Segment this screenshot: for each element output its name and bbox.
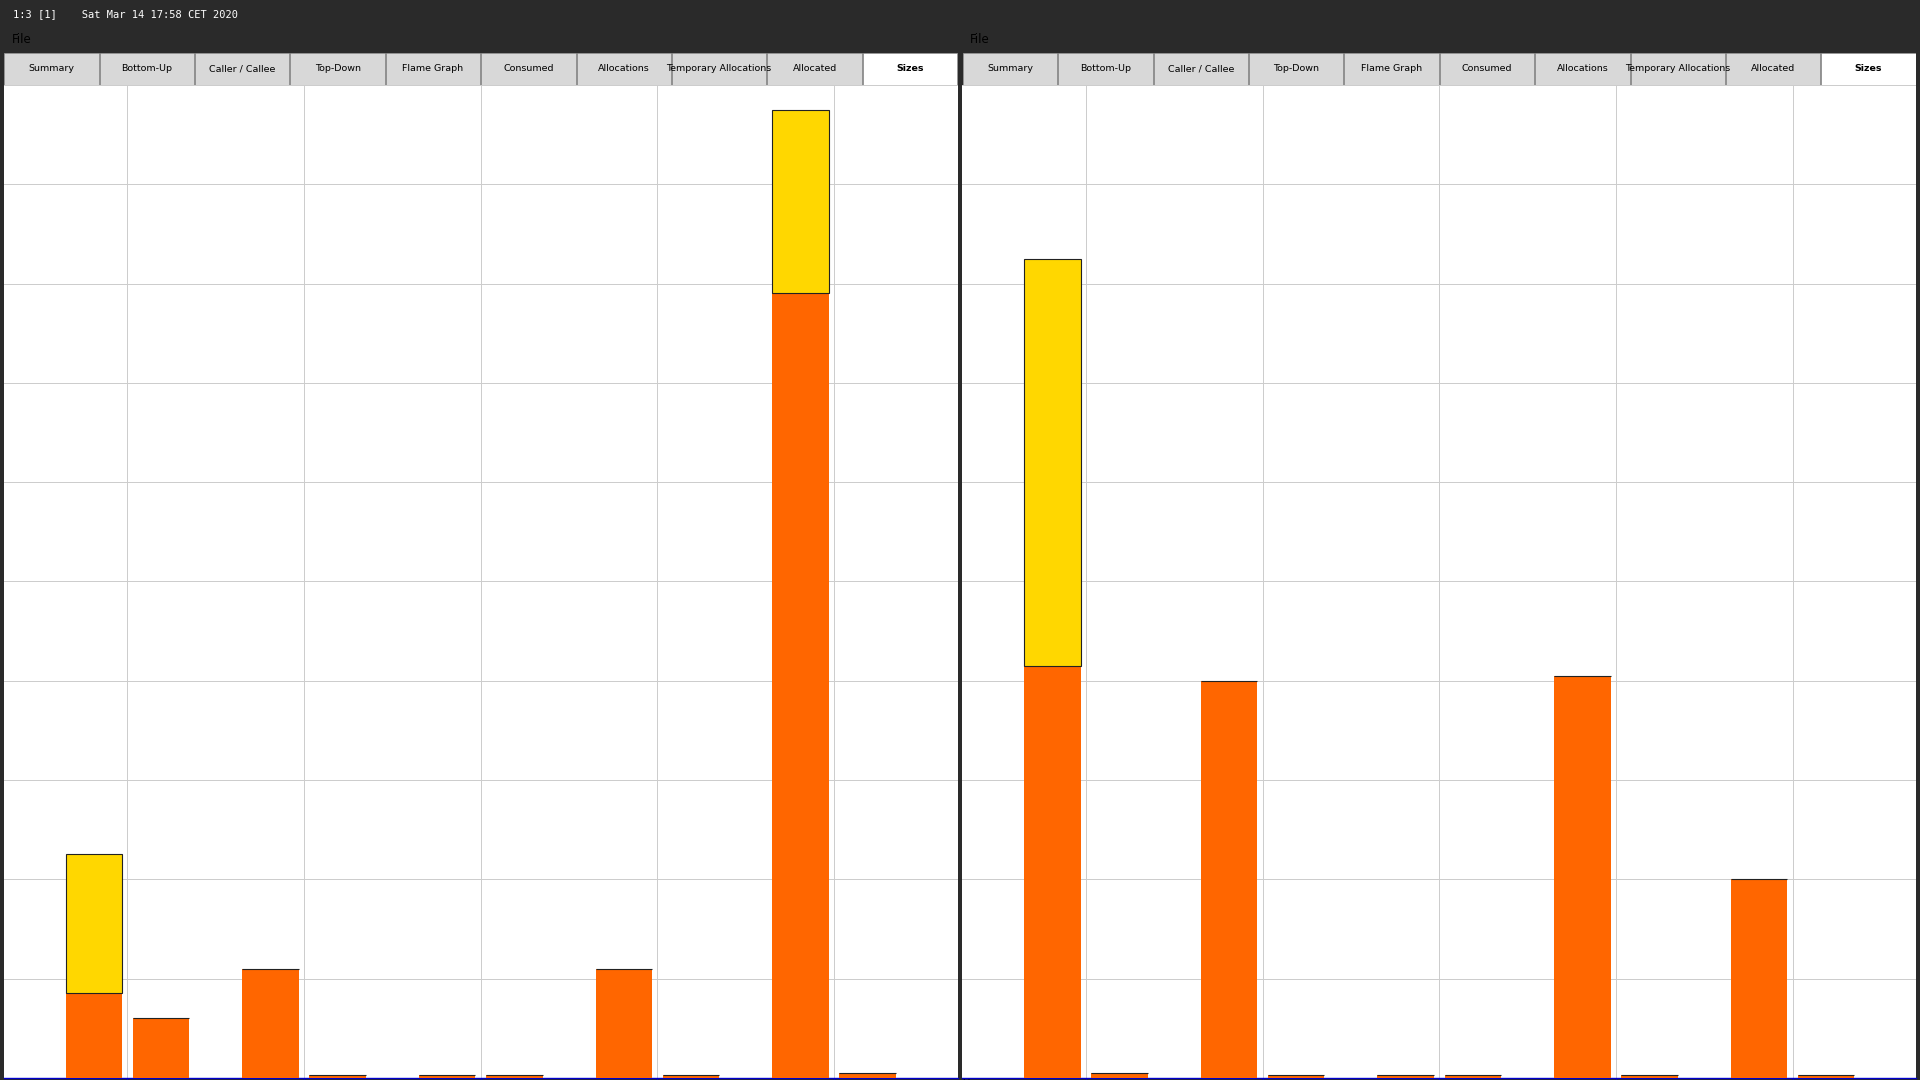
Text: 1:3 [1]    Sat Mar 14 17:58 CET 2020: 1:3 [1] Sat Mar 14 17:58 CET 2020: [13, 9, 238, 19]
Bar: [1023, 259, 1081, 665]
Bar: [1200, 680, 1258, 1078]
Bar: [1344, 53, 1438, 85]
Bar: [132, 1018, 190, 1078]
Bar: [4, 53, 98, 85]
Bar: [772, 110, 829, 294]
Text: Consumed: Consumed: [503, 65, 553, 73]
Text: Bottom-Up: Bottom-Up: [1079, 65, 1131, 73]
Bar: [1553, 676, 1611, 1078]
Bar: [1250, 53, 1344, 85]
Bar: [1377, 1076, 1434, 1078]
Bar: [1444, 1076, 1501, 1078]
Bar: [839, 1072, 897, 1078]
Bar: [242, 969, 300, 1078]
Bar: [1797, 1076, 1855, 1078]
Bar: [1023, 665, 1081, 1078]
Text: Sizes: Sizes: [897, 65, 924, 73]
Bar: [309, 1076, 367, 1078]
Text: Caller / Callee: Caller / Callee: [209, 65, 275, 73]
Text: Caller / Callee: Caller / Callee: [1167, 65, 1235, 73]
Bar: [486, 1076, 543, 1078]
Bar: [772, 294, 829, 1078]
Bar: [1730, 879, 1788, 1078]
Text: Temporary Allocations: Temporary Allocations: [1624, 65, 1730, 73]
Bar: [482, 53, 576, 85]
Bar: [419, 1076, 476, 1078]
Bar: [672, 53, 766, 85]
Bar: [768, 53, 862, 85]
Bar: [1058, 53, 1152, 85]
Text: Allocations: Allocations: [597, 65, 649, 73]
Text: Bottom-Up: Bottom-Up: [121, 65, 173, 73]
Y-axis label: Number of Allocations: Number of Allocations: [1031, 497, 1046, 666]
Text: Top-Down: Top-Down: [315, 65, 361, 73]
Bar: [65, 994, 123, 1078]
Bar: [290, 53, 384, 85]
Bar: [1091, 1072, 1148, 1078]
Bar: [1620, 1076, 1678, 1078]
Text: Flame Graph: Flame Graph: [403, 65, 463, 73]
Text: Top-Down: Top-Down: [1273, 65, 1319, 73]
Bar: [196, 53, 290, 85]
Text: Summary: Summary: [29, 65, 75, 73]
Bar: [1726, 53, 1820, 85]
Bar: [1536, 53, 1630, 85]
Bar: [1822, 53, 1916, 85]
Bar: [576, 53, 670, 85]
Text: Flame Graph: Flame Graph: [1361, 65, 1423, 73]
Bar: [100, 53, 194, 85]
Text: Allocations: Allocations: [1557, 65, 1609, 73]
Text: Allocated: Allocated: [793, 65, 837, 73]
Bar: [662, 1076, 720, 1078]
Text: Summary: Summary: [987, 65, 1033, 73]
Bar: [1154, 53, 1248, 85]
Bar: [595, 969, 653, 1078]
Bar: [862, 53, 958, 85]
Text: Allocated: Allocated: [1751, 65, 1795, 73]
Bar: [1440, 53, 1534, 85]
Bar: [1267, 1076, 1325, 1078]
Text: File: File: [12, 32, 31, 45]
Bar: [65, 854, 123, 994]
Bar: [1630, 53, 1724, 85]
Bar: [962, 53, 1058, 85]
Text: Temporary Allocations: Temporary Allocations: [666, 65, 772, 73]
Text: Sizes: Sizes: [1855, 65, 1882, 73]
Text: File: File: [970, 32, 991, 45]
Text: Consumed: Consumed: [1461, 65, 1513, 73]
Bar: [386, 53, 480, 85]
